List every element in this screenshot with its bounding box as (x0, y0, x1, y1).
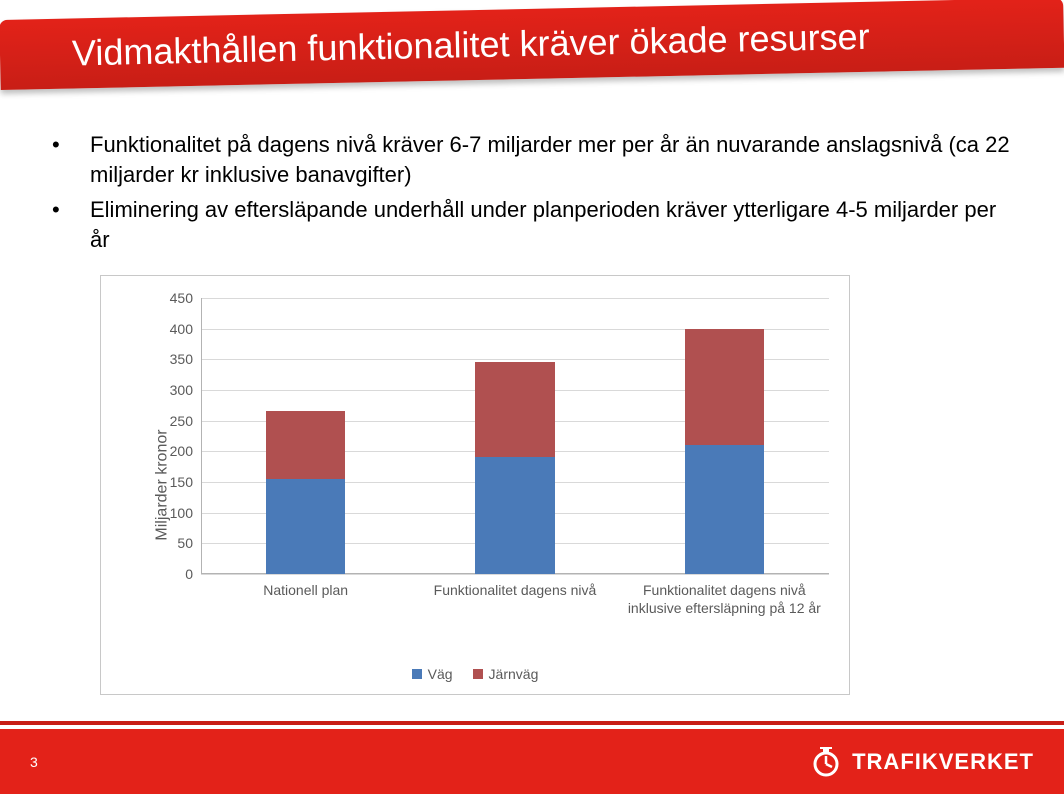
title-banner: Vidmakthållen funktionalitet kräver ökad… (0, 0, 1064, 90)
bar-group (266, 298, 346, 574)
x-tick-label: Nationell plan (201, 582, 410, 600)
plot-area: 050100150200250300350400450Nationell pla… (201, 298, 829, 574)
content-area: Funktionalitet på dagens nivå kräver 6-7… (50, 130, 1014, 275)
y-tick-label: 0 (163, 566, 193, 582)
footer-bar: 3 TRAFIKVERKET (0, 729, 1064, 794)
bullet-item: Eliminering av eftersläpande underhåll u… (90, 195, 1014, 254)
bullet-item: Funktionalitet på dagens nivå kräver 6-7… (90, 130, 1014, 189)
legend-swatch (412, 669, 422, 679)
x-tick-label: Funktionalitet dagens nivå inklusive eft… (620, 582, 829, 617)
bar-segment (475, 457, 555, 574)
page-title: Vidmakthållen funktionalitet kräver ökad… (72, 16, 870, 75)
chart-legend: Väg Järnväg (101, 666, 849, 682)
bar-segment (266, 479, 346, 574)
y-tick-label: 50 (163, 535, 193, 551)
page-number: 3 (30, 754, 38, 770)
legend-item: Väg (412, 666, 453, 682)
legend-label: Väg (428, 666, 453, 682)
bullet-list: Funktionalitet på dagens nivå kräver 6-7… (50, 130, 1014, 255)
chart-container: Miljarder kronor 05010015020025030035040… (100, 275, 850, 695)
y-tick-label: 400 (163, 321, 193, 337)
y-tick-label: 350 (163, 351, 193, 367)
y-tick-label: 200 (163, 443, 193, 459)
legend-swatch (473, 669, 483, 679)
y-tick-label: 150 (163, 474, 193, 490)
y-axis-line (201, 298, 202, 574)
x-tick-label: Funktionalitet dagens nivå (410, 582, 619, 600)
brand-logo-icon (810, 746, 842, 778)
bar-segment (685, 329, 765, 446)
y-tick-label: 250 (163, 413, 193, 429)
footer-accent-bar (0, 721, 1064, 725)
y-tick-label: 100 (163, 505, 193, 521)
brand-name: TRAFIKVERKET (852, 749, 1034, 775)
bar-segment (685, 445, 765, 574)
bar-group (685, 298, 765, 574)
bar-group (475, 298, 555, 574)
legend-item: Järnväg (473, 666, 539, 682)
legend-label: Järnväg (489, 666, 539, 682)
y-tick-label: 450 (163, 290, 193, 306)
gridline (201, 574, 829, 575)
bar-segment (266, 411, 346, 478)
bar-segment (475, 362, 555, 457)
y-tick-label: 300 (163, 382, 193, 398)
brand: TRAFIKVERKET (810, 746, 1034, 778)
